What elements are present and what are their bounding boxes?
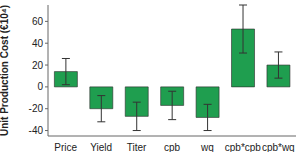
svg-text:cpb: cpb: [164, 142, 181, 152]
svg-text:cpb*wq: cpb*wq: [262, 142, 292, 152]
svg-text:cpb*cpb: cpb*cpb: [225, 142, 262, 152]
svg-text:-20: -20: [29, 103, 44, 114]
svg-text:-40: -40: [29, 125, 44, 136]
svg-text:0: 0: [37, 81, 43, 92]
svg-text:20: 20: [32, 60, 44, 71]
svg-text:Titer: Titer: [127, 142, 147, 152]
svg-text:40: 40: [32, 38, 44, 49]
svg-text:Yield: Yield: [90, 142, 112, 152]
svg-text:Unit Production Cost (€10⁴): Unit Production Cost (€10⁴): [8, 5, 10, 136]
svg-text:wq: wq: [200, 142, 214, 152]
svg-text:Price: Price: [54, 142, 77, 152]
svg-text:60: 60: [32, 16, 44, 27]
